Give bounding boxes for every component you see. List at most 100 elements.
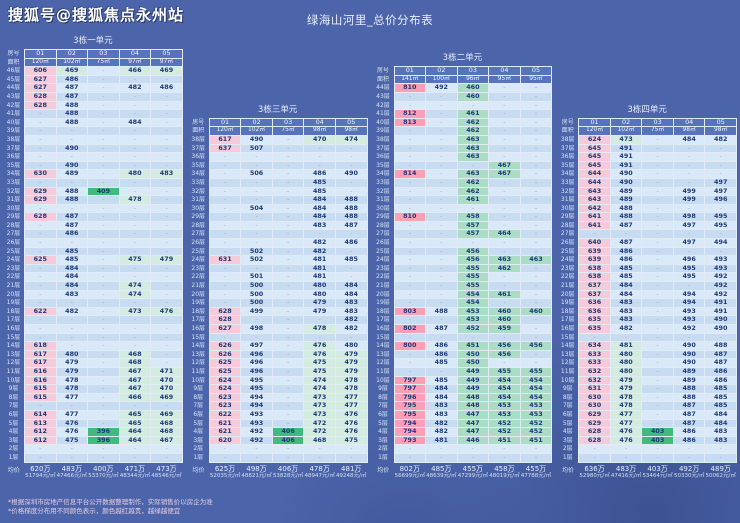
price-cell: 483 [704,427,737,437]
floor-label: 38层 [191,135,206,143]
floor-label: 41层 [376,110,390,118]
price-cell: - [24,160,57,171]
price-cell: 473 [609,134,643,145]
avg-price-cell: 481万 49248元/㎡ [336,464,367,479]
price-cell: - [393,349,427,360]
price-cell: 460 [456,91,490,102]
price-cell: - [87,238,120,248]
price-cell: 616 [24,366,57,377]
price-cell: - [24,126,57,136]
price-cell: 461 [488,289,521,300]
area-label: 面积 [7,58,20,66]
price-cell: 479 [303,306,336,317]
price-cell: - [672,444,706,454]
price-cell: - [208,186,242,197]
price-cell: - [578,452,611,463]
price-cell: 484 [609,281,643,291]
price-cell: - [271,375,305,386]
price-cell: - [87,229,120,240]
floor-label: 30层 [376,204,390,212]
price-cell: - [208,444,242,454]
price-cell: 454 [519,384,553,394]
price-cell: 803 [393,306,427,317]
price-cell: 615 [24,384,57,394]
price-cell: 623 [208,401,242,411]
price-cell: 479 [609,384,643,394]
price-cell: 460 [488,306,521,317]
price-cell: - [118,246,152,257]
price-cell: - [271,169,305,179]
avg-price-cell: 458万 48019元/㎡ [489,464,520,479]
price-cell: 478 [609,392,643,403]
price-cell: 467 [118,375,152,386]
price-cell: 479 [55,358,89,368]
price-cell: 476 [609,435,643,446]
price-cell: - [641,452,674,463]
price-cell: 482 [425,418,458,429]
price-cell: 481 [425,435,458,446]
price-cell: 448 [456,392,490,403]
price-cell: 470 [303,134,336,145]
price-cell: 502 [240,246,273,257]
avg-price-cell: 483万 47416元/㎡ [610,464,642,479]
price-cell: - [87,152,120,162]
price-cell: 480 [609,349,643,360]
price-cell: 491 [704,306,737,317]
price-cell: - [87,263,120,274]
floor-label: 26层 [376,239,390,247]
price-cell: 643 [578,195,611,205]
price-cell: 454 [456,298,490,308]
avg-price-cell: 400万 53370元/㎡ [88,464,119,479]
price-cell: - [425,220,458,231]
price-cell: - [271,401,305,411]
price-cell: - [55,126,89,136]
price-cell: 494 [240,392,273,403]
price-cell: - [150,315,183,325]
price-cell: 497 [704,177,737,188]
price-cell: 492 [672,324,706,334]
price-cell: - [488,281,521,291]
price-cell: - [87,289,120,300]
price-cell: - [641,341,674,351]
price-cell: - [393,298,427,308]
price-cell: - [425,186,458,197]
floor-label: 7层 [8,402,19,410]
column-header: 02 [425,66,458,76]
price-cell: 485 [425,375,458,386]
floor-label: 21层 [191,282,206,290]
price-cell: - [393,289,427,300]
price-cell: - [672,152,706,162]
area-cell: 102㎡ [240,126,273,136]
price-cell: - [87,409,120,420]
price-cell: - [488,195,521,205]
floor-label: 19层 [6,299,21,307]
price-cell: 468 [150,418,183,429]
price-cell: 471 [150,366,183,377]
floor-label: 20层 [560,290,575,298]
price-cell: - [393,272,427,283]
area-cell: 141㎡ [393,74,427,85]
price-cell: 491 [609,152,643,162]
price-cell: 641 [578,212,611,222]
price-cell: 486 [55,74,89,85]
price-cell: - [150,358,183,368]
price-cell: 627 [208,324,242,334]
price-cell: 486 [672,427,706,437]
price-cell: 625 [208,366,242,377]
price-cell: 483 [55,289,89,300]
price-cell: - [425,126,458,136]
price-cell: - [271,152,305,162]
price-cell: - [118,160,152,171]
price-cell: 455 [456,263,490,274]
price-cell: - [393,444,427,454]
price-cell: - [488,332,521,343]
price-cell: - [393,263,427,274]
price-cell: - [334,246,368,257]
price-cell: - [641,212,674,222]
floor-label: 5层 [562,419,573,427]
price-cell: - [240,177,273,188]
price-cell: 479 [55,366,89,377]
price-cell: - [118,401,152,411]
price-cell: 449 [456,375,490,386]
price-cell: - [609,229,643,240]
